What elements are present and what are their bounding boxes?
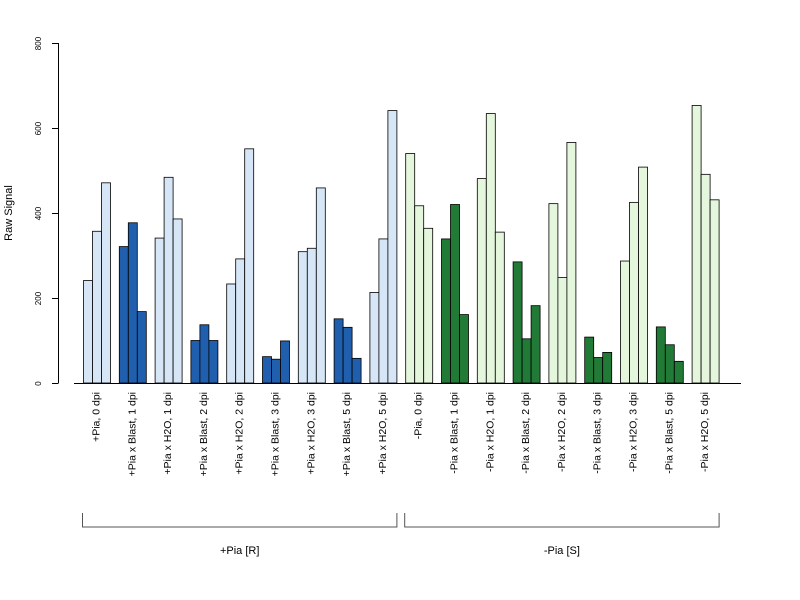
x-tick-label: +Pia x H2O, 3 dpi	[305, 392, 317, 475]
bar	[369, 292, 380, 384]
bar	[306, 247, 317, 384]
bar	[620, 260, 630, 384]
group-label: +Pia [R]	[220, 545, 259, 557]
y-tick-label: 0	[34, 381, 43, 386]
bar	[673, 360, 684, 384]
bar	[512, 261, 523, 384]
y-tick-label: 200	[34, 291, 43, 305]
bar	[566, 142, 577, 384]
x-tick-label: -Pia x H2O, 2 dpi	[556, 392, 568, 472]
bar	[378, 238, 389, 384]
x-tick-labels: +Pia, 0 dpi +Pia x Blast, 1 dpi +Pia x H2O…	[91, 392, 712, 476]
y-axis-label: Raw Signal	[3, 185, 15, 241]
bar	[235, 258, 246, 384]
bar	[423, 227, 434, 384]
x-tick-label: -Pia x Blast, 1 dpi	[449, 392, 461, 474]
bar	[118, 246, 129, 384]
bar	[342, 326, 353, 384]
bar	[655, 326, 666, 384]
bar	[414, 205, 425, 384]
group-label: -Pia [S]	[544, 545, 580, 557]
bar	[405, 153, 416, 384]
bar	[172, 218, 183, 384]
group-bracket	[404, 513, 720, 528]
bar	[691, 105, 702, 384]
group-bracket	[82, 513, 398, 528]
bar	[333, 318, 344, 384]
bar	[557, 277, 568, 384]
bar	[127, 222, 138, 384]
bar	[709, 199, 720, 384]
x-tick-label: -Pia x Blast, 5 dpi	[663, 392, 675, 474]
bar	[208, 340, 219, 384]
bar	[530, 305, 541, 384]
bars	[83, 105, 720, 384]
y-tick-label: 600	[34, 121, 43, 135]
bar	[271, 358, 281, 384]
x-tick-label: +Pia x Blast, 2 dpi	[198, 392, 210, 476]
bar	[190, 340, 201, 384]
bar	[476, 178, 487, 384]
bar	[163, 176, 174, 384]
bar	[280, 340, 290, 384]
x-tick-label: +Pia x H2O, 2 dpi	[234, 392, 246, 475]
x-tick-label: +Pia x Blast, 1 dpi	[126, 392, 138, 476]
bar	[548, 203, 559, 384]
bar	[629, 201, 639, 384]
bar	[101, 182, 111, 384]
y-tick-label: 400	[34, 206, 43, 220]
bar	[387, 110, 398, 384]
bar	[154, 237, 165, 384]
x-tick-label: -Pia x Blast, 3 dpi	[592, 392, 604, 474]
bar	[638, 166, 648, 384]
bar	[459, 314, 469, 384]
x-tick-label: +Pia x Blast, 3 dpi	[270, 392, 282, 476]
bar	[593, 357, 604, 384]
bar	[92, 230, 102, 384]
x-tick-label: -Pia, 0 dpi	[413, 392, 425, 439]
bar	[521, 338, 532, 384]
bar	[441, 238, 451, 384]
bar	[664, 344, 675, 384]
group-brackets: +Pia [R] -Pia [S]	[82, 513, 720, 557]
x-tick-label: +Pia x Blast, 5 dpi	[341, 392, 353, 476]
x-tick-label: +Pia x H2O, 1 dpi	[162, 392, 174, 475]
bar	[297, 251, 308, 384]
bar	[494, 231, 505, 384]
bar	[700, 173, 711, 384]
y-tick-label: 800	[34, 36, 43, 50]
bar	[83, 280, 93, 384]
bar	[351, 357, 362, 384]
bar	[315, 187, 326, 384]
bar	[136, 311, 147, 384]
x-tick-label: -Pia x H2O, 3 dpi	[628, 392, 640, 472]
x-tick-label: -Pia x Blast, 2 dpi	[520, 392, 532, 474]
bar	[262, 356, 272, 384]
x-tick-label: -Pia x H2O, 1 dpi	[484, 392, 496, 472]
y-axis: 0 200 400 600 800	[34, 36, 59, 386]
bar	[199, 324, 210, 384]
bar	[584, 336, 595, 384]
x-tick-label: +Pia, 0 dpi	[91, 392, 103, 442]
x-tick-label: -Pia x H2O, 5 dpi	[699, 392, 711, 472]
x-tick-label: +Pia x H2O, 5 dpi	[377, 392, 389, 475]
bar	[485, 113, 496, 384]
bar	[244, 148, 255, 384]
bar	[226, 283, 237, 384]
bar	[602, 351, 613, 384]
bar	[450, 204, 460, 384]
